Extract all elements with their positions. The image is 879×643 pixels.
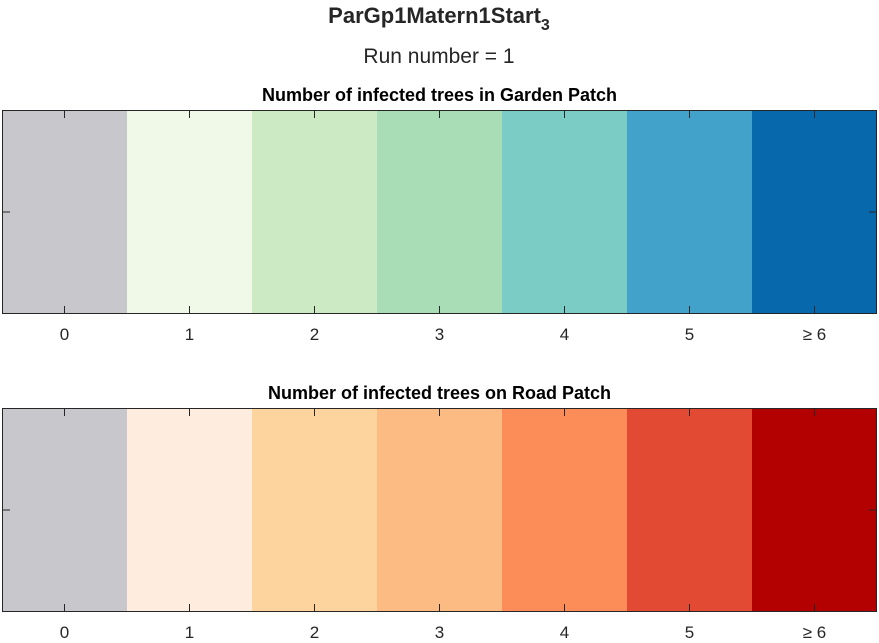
figure-title-main: ParGp1Matern1Start xyxy=(328,3,541,28)
panel-road: Number of infected trees on Road Patch 0 1… xyxy=(2,383,877,642)
road-panel-title: Number of infected trees on Road Patch xyxy=(268,383,611,403)
panel-garden: Number of infected trees in Garden Patch… xyxy=(2,85,877,344)
road-xtick-label-4: 4 xyxy=(560,623,569,642)
garden-xtick-label-0: 0 xyxy=(60,325,69,344)
road-xtick-label-3: 3 xyxy=(435,623,444,642)
figure-subtitle: Run number = 1 xyxy=(363,45,514,68)
garden-cell-3 xyxy=(377,110,502,314)
garden-cell-1 xyxy=(127,110,252,314)
road-xtick-label-0: 0 xyxy=(60,623,69,642)
garden-cell-2 xyxy=(252,110,377,314)
road-xtick-label-6: ≥ 6 xyxy=(803,623,827,642)
garden-xtick-label-3: 3 xyxy=(435,325,444,344)
garden-xtick-label-4: 4 xyxy=(560,325,569,344)
road-cell-6 xyxy=(752,408,877,612)
garden-xtick-label-5: 5 xyxy=(685,325,694,344)
road-cell-5 xyxy=(627,408,752,612)
road-xtick-label-5: 5 xyxy=(685,623,694,642)
road-xtick-label-1: 1 xyxy=(185,623,194,642)
garden-xtick-label-6: ≥ 6 xyxy=(803,325,827,344)
road-cell-3 xyxy=(377,408,502,612)
garden-cell-4 xyxy=(502,110,627,314)
figure-title: ParGp1Matern1Start3 xyxy=(328,3,550,34)
garden-xtick-label-2: 2 xyxy=(310,325,319,344)
garden-cell-0 xyxy=(2,110,127,314)
road-cell-4 xyxy=(502,408,627,612)
garden-xtick-label-1: 1 xyxy=(185,325,194,344)
road-cell-0 xyxy=(2,408,127,612)
road-xtick-label-2: 2 xyxy=(310,623,319,642)
garden-panel-title: Number of infected trees in Garden Patch xyxy=(262,85,617,105)
garden-cell-5 xyxy=(627,110,752,314)
figure-title-subscript: 3 xyxy=(541,17,550,34)
garden-cell-6 xyxy=(752,110,877,314)
road-cell-1 xyxy=(127,408,252,612)
road-cell-2 xyxy=(252,408,377,612)
